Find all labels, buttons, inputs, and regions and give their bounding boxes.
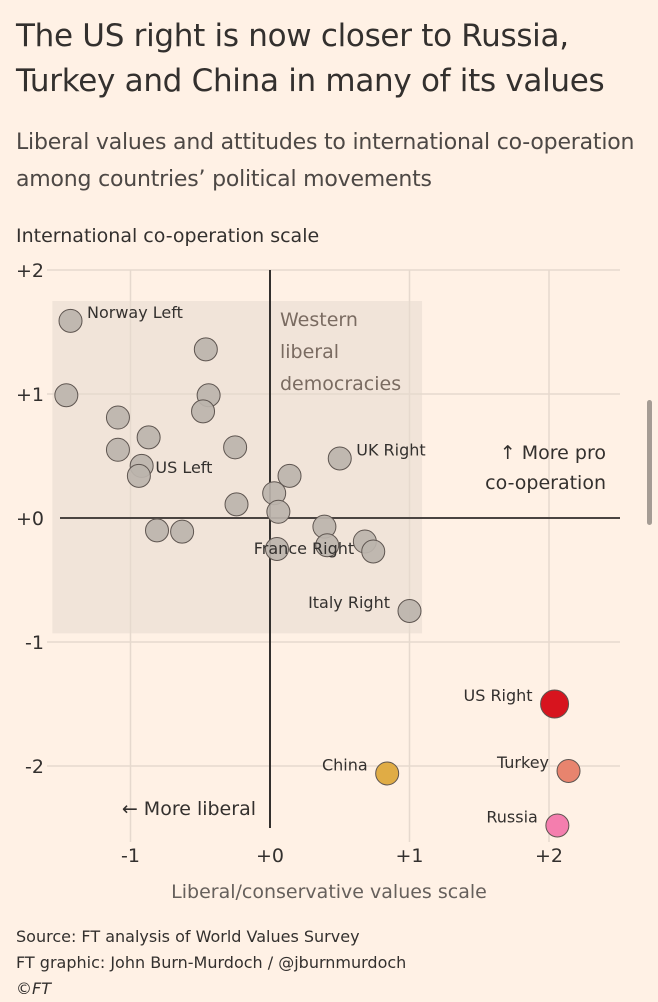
point-us-right <box>540 689 570 719</box>
point <box>193 337 218 362</box>
point-norway-left <box>58 308 83 333</box>
tick-labels: +2 +1 +0 -1 -2 -1 +0 +1 +2 <box>16 260 563 867</box>
gridlines <box>47 269 620 842</box>
point-turkey <box>556 758 581 783</box>
point-italy-right <box>397 599 422 623</box>
annotation-more-pro-cooperation: co-operation <box>485 472 606 494</box>
point <box>136 425 161 450</box>
point-france-right <box>264 537 289 561</box>
label-us-left: US Left <box>155 458 212 477</box>
region-label: Western liberal democracies <box>280 309 401 395</box>
annotations: ↑ More pro co-operation ← More liberal <box>122 442 606 820</box>
point <box>315 533 340 558</box>
label-russia: Russia <box>486 808 537 827</box>
copyright: ©FT <box>16 979 51 998</box>
label-uk-right: UK Right <box>356 440 425 459</box>
point-russia <box>545 813 570 838</box>
scatter-plot: +2 +1 +0 -1 -2 -1 +0 +1 +2 Western liberal democra… <box>16 260 620 867</box>
point <box>224 492 249 517</box>
credit-note: FT graphic: John Burn-Murdoch / @jburnmu… <box>16 953 407 972</box>
chart-subtitle: Liberal values and attitudes to internat… <box>16 130 635 192</box>
label-italy-right: Italy Right <box>308 593 390 612</box>
y-tick-label: -1 <box>25 632 44 654</box>
chart-title: The US right is now closer to Russia, Tu… <box>16 18 605 99</box>
point <box>105 437 130 462</box>
x-tick-label: -1 <box>121 845 140 867</box>
label-turkey: Turkey <box>496 753 549 772</box>
point <box>223 435 248 460</box>
data-points <box>54 308 581 838</box>
point-us-left <box>126 463 151 488</box>
point <box>54 383 79 408</box>
scrollbar[interactable] <box>647 400 652 525</box>
label-norway-left: Norway Left <box>87 303 183 322</box>
point <box>145 518 170 543</box>
x-tick-label: +0 <box>256 845 284 867</box>
label-us-right: US Right <box>463 686 532 705</box>
source-note: Source: FT analysis of World Values Surv… <box>16 927 360 946</box>
point-labels: Norway Left US Left UK Right France Right It… <box>87 303 549 827</box>
label-china: China <box>322 755 368 774</box>
x-axis-label: Liberal/conservative values scale <box>171 881 487 903</box>
y-tick-label: +0 <box>16 508 44 530</box>
point <box>170 519 195 544</box>
annotation-more-liberal: ← More liberal <box>122 798 256 820</box>
y-axis-label: International co-operation scale <box>16 225 320 247</box>
point <box>266 499 291 524</box>
point <box>277 463 302 488</box>
point <box>191 399 216 424</box>
point-china <box>375 761 400 786</box>
point <box>105 405 130 430</box>
y-tick-label: +1 <box>16 384 44 406</box>
point-uk-right <box>327 446 352 471</box>
y-tick-label: -2 <box>25 756 44 778</box>
annotation-more-pro-cooperation: ↑ More pro <box>500 442 606 464</box>
point <box>361 539 386 564</box>
x-tick-label: +2 <box>535 845 563 867</box>
label-france-right: France Right <box>254 539 354 558</box>
footer: Source: FT analysis of World Values Surv… <box>16 924 406 1002</box>
western-liberal-democracies-region <box>52 301 423 634</box>
y-tick-label: +2 <box>16 260 44 282</box>
x-tick-label: +1 <box>395 845 423 867</box>
